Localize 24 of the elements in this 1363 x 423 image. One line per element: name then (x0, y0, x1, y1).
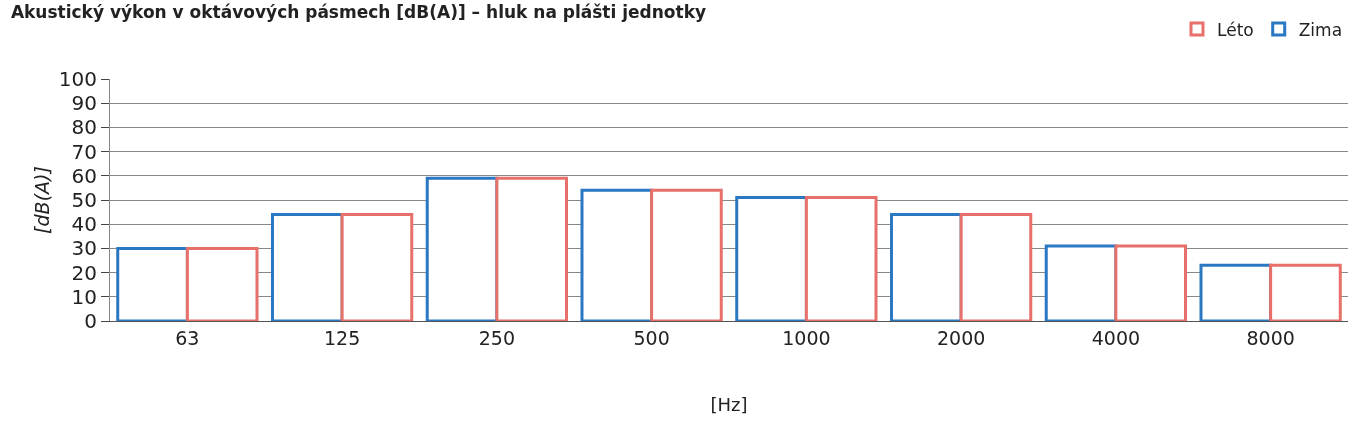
x-tick-label: 125 (324, 326, 361, 349)
y-tick-label: 50 (71, 188, 97, 212)
y-tick-label: 100 (58, 67, 97, 91)
x-tick-label: 4000 (1091, 326, 1141, 349)
x-tick-label: 500 (633, 326, 670, 349)
x-tick-label: 1000 (782, 326, 831, 349)
y-tick-label: 0 (84, 309, 97, 333)
y-tick-label: 40 (71, 212, 97, 237)
x-tick-label: 8000 (1246, 326, 1295, 349)
x-tick-label: 2000 (936, 326, 986, 349)
y-tick-label: 80 (71, 115, 97, 140)
x-axis-title: [Hz] (710, 393, 748, 415)
y-tick-label: 20 (71, 260, 97, 285)
chart-title: Akustický výkon v oktávových pásmech [dB(A)] – hluk na plášti jednotky (10, 2, 707, 23)
y-tick-label: 30 (71, 236, 97, 261)
legend-label: Léto (1217, 19, 1254, 40)
x-tick-label: 63 (175, 326, 200, 349)
legend-label: Zima (1298, 19, 1343, 40)
x-tick-label: 250 (478, 326, 516, 349)
y-tick-label: 90 (71, 91, 97, 116)
y-tick-label: 70 (71, 139, 97, 164)
y-tick-label: 60 (71, 163, 97, 188)
y-tick-label: 10 (71, 284, 97, 309)
y-axis-title: [dB(A)] (30, 166, 53, 234)
